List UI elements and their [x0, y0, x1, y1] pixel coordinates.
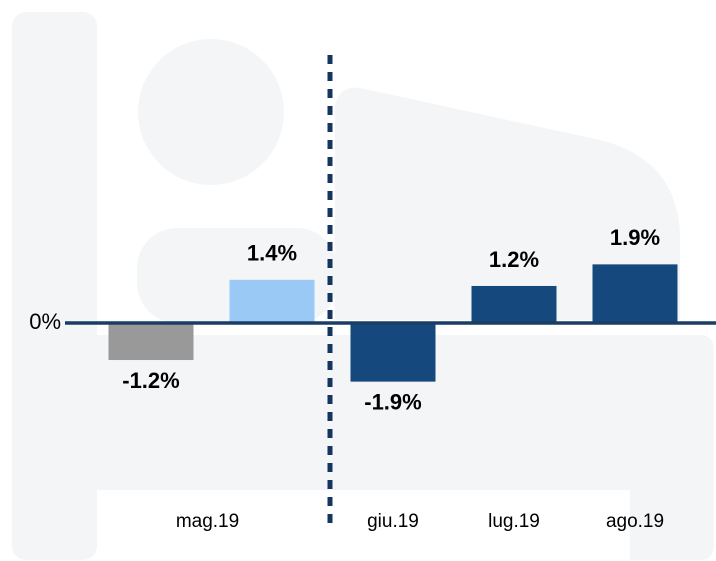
value-label: 1.9%: [610, 225, 660, 250]
y-tick-label: 0%: [29, 309, 61, 334]
x-tick-label: mag.19: [176, 511, 239, 532]
x-tick-label: lug.19: [488, 511, 540, 532]
bar: [350, 323, 436, 382]
x-tick-label: ago.19: [606, 511, 664, 532]
value-label: 1.2%: [489, 247, 539, 272]
bar: [108, 323, 194, 361]
value-label: -1.9%: [364, 389, 421, 414]
value-label: -1.2%: [122, 368, 179, 393]
background-icon: [12, 12, 714, 560]
x-tick-label: giu.19: [367, 511, 419, 532]
value-label: 1.4%: [247, 241, 297, 266]
bar: [229, 279, 315, 323]
bar: [471, 285, 557, 323]
bar: [592, 264, 678, 323]
